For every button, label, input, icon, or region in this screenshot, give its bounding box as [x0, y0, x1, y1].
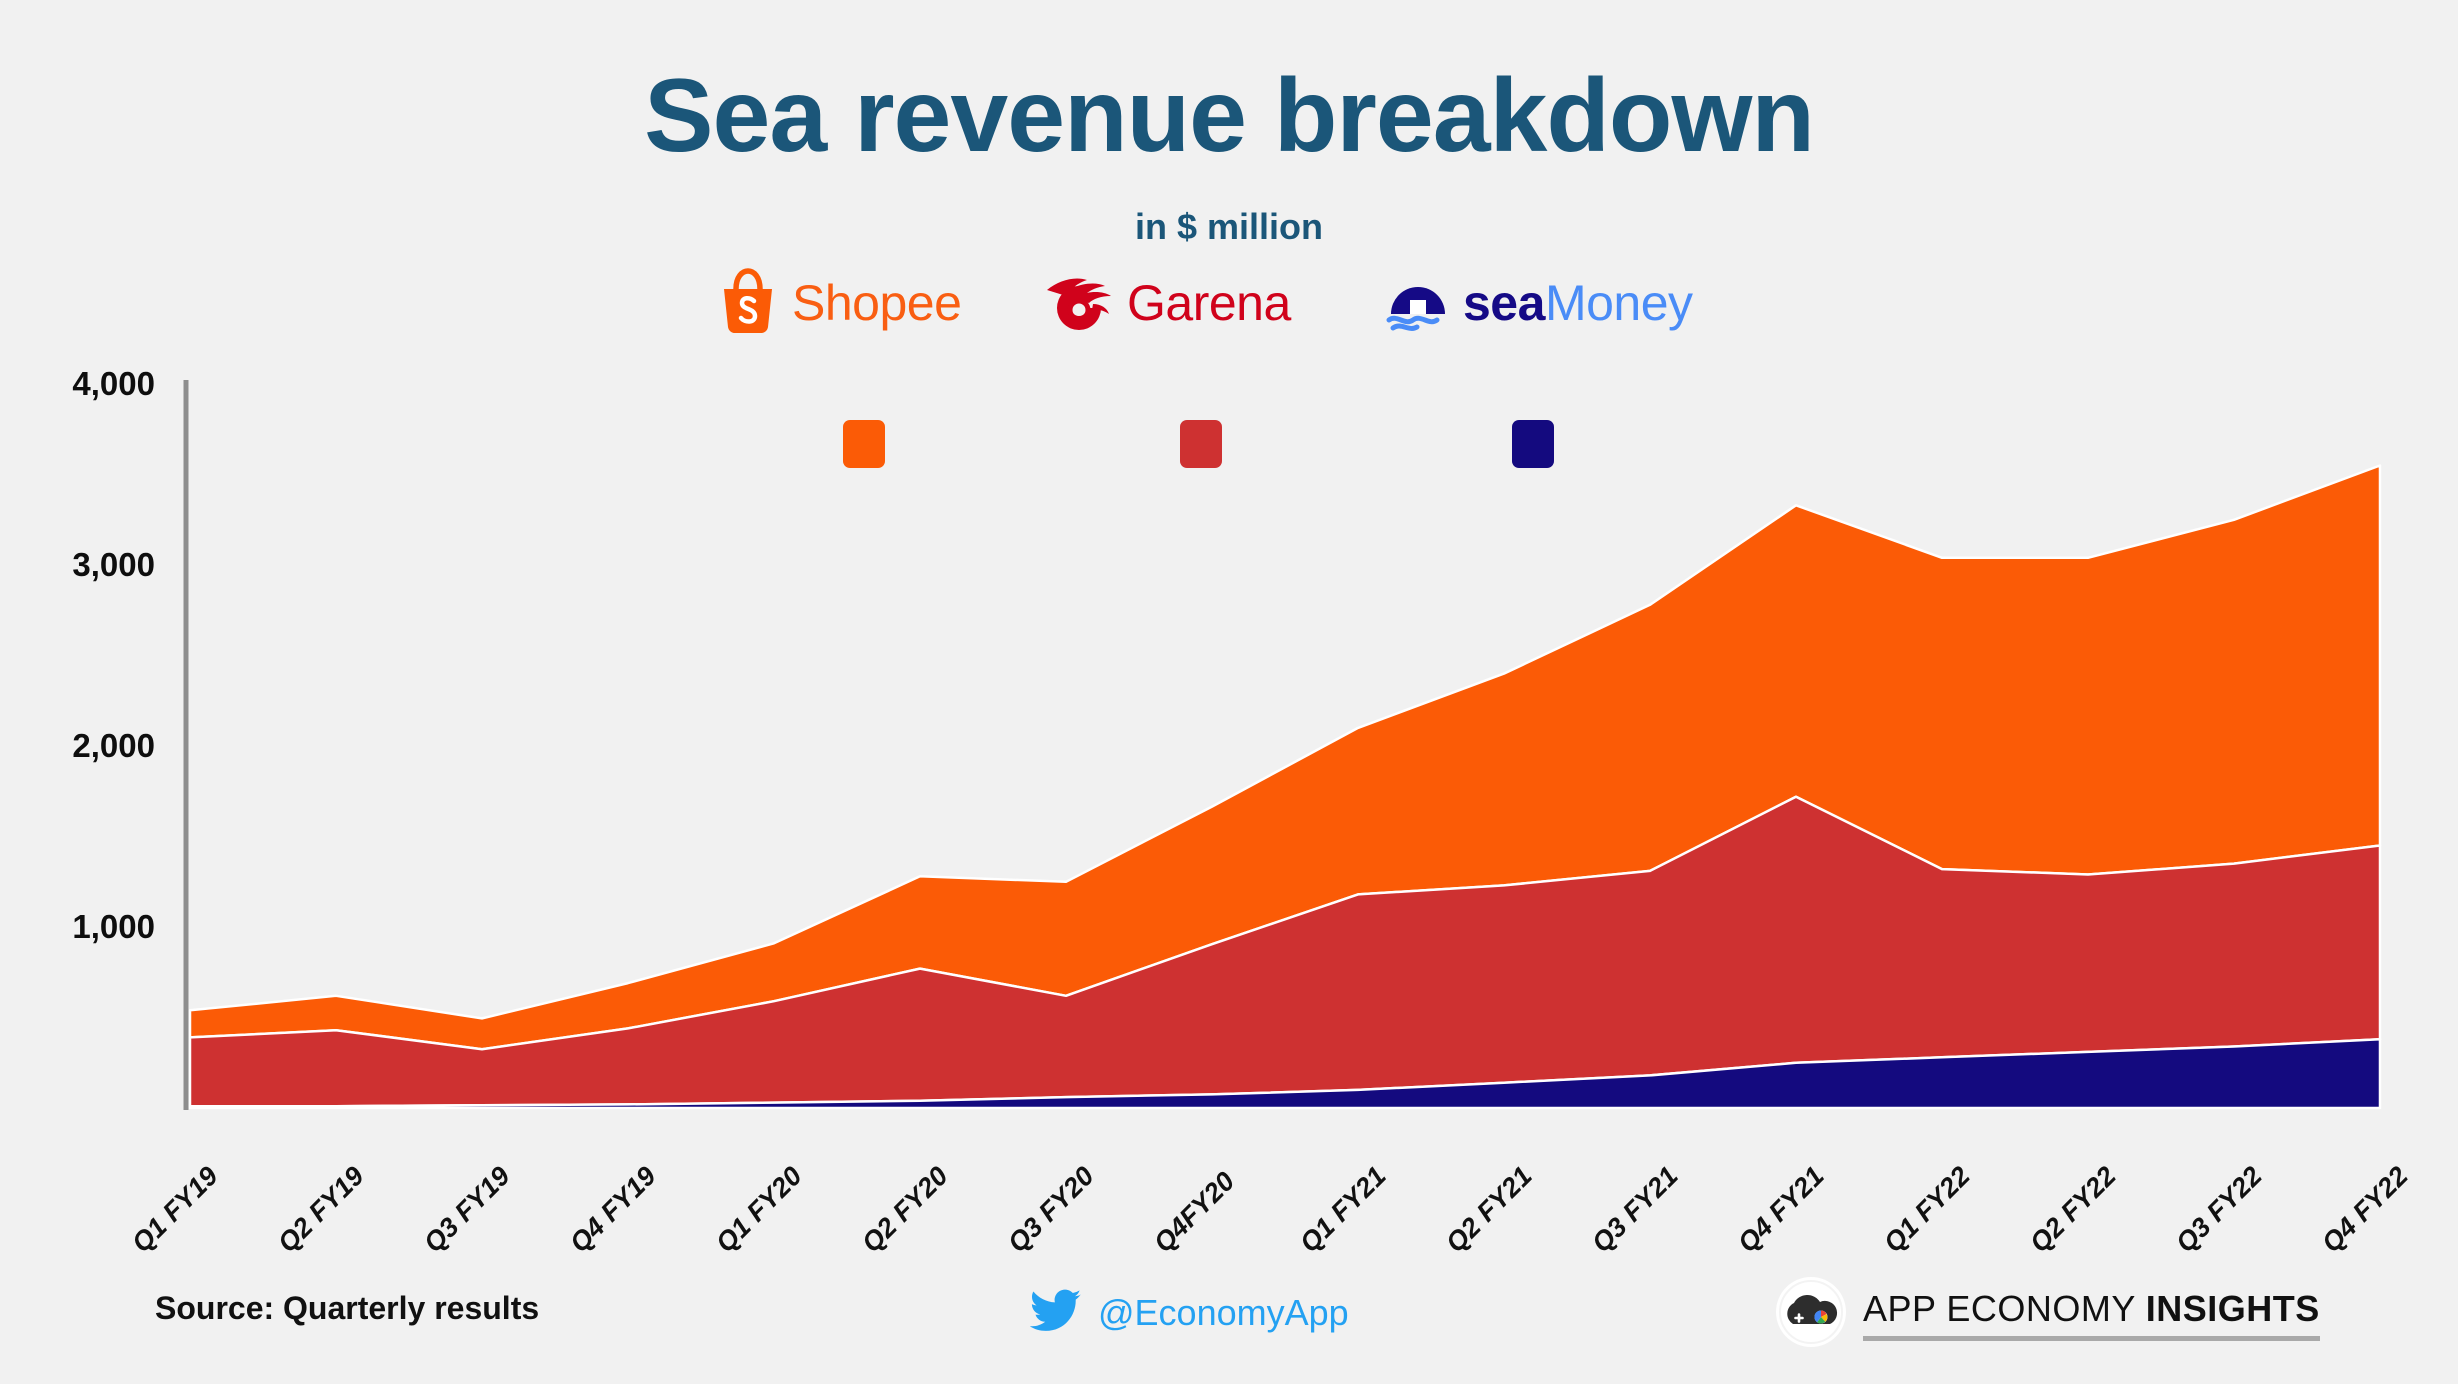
legend-label-money: Money: [1544, 275, 1693, 331]
legend-swatch-shopee: [843, 420, 885, 468]
twitter-bird-icon: [1029, 1288, 1082, 1337]
y-tick-label: 1,000: [72, 908, 155, 945]
twitter-handle: @EconomyApp: [1098, 1291, 1349, 1333]
seamoney-wave-icon: [1385, 270, 1451, 337]
brand-text-light: APP ECONOMY: [1863, 1288, 2146, 1329]
app-economy-cloud-icon: [1775, 1276, 1847, 1353]
y-tick-label: 4,000: [72, 365, 155, 402]
legend-logos: Shopee Garena: [0, 267, 2458, 364]
y-axis: 1,000 2,000 3,000 4,000: [0, 0, 155, 1379]
y-tick-label: 3,000: [72, 546, 155, 583]
legend-label-sea: sea: [1463, 275, 1545, 331]
legend-item-shopee[interactable]: Shopee: [716, 267, 962, 340]
page-subtitle: in $ million: [1134, 206, 1323, 247]
twitter-credit[interactable]: @EconomyApp: [1029, 1288, 1349, 1337]
brand-text: APP ECONOMY INSIGHTS: [1863, 1288, 2320, 1341]
garena-dragon-icon: [1043, 270, 1115, 337]
page-title: Sea revenue breakdown: [644, 58, 1815, 174]
shopee-bag-icon: [716, 267, 780, 340]
brand-logo: APP ECONOMY INSIGHTS: [1775, 1276, 2320, 1353]
brand-text-bold: INSIGHTS: [2145, 1288, 2320, 1329]
source-note: Source: Quarterly results: [155, 1290, 540, 1326]
area-series-seamoney: [188, 1037, 2382, 1110]
legend-label-garena: Garena: [1127, 275, 1291, 331]
legend-swatch-garena: [1180, 420, 1222, 468]
legend-item-garena[interactable]: Garena: [1043, 268, 1291, 338]
legend-label-seamoney: seaMoney: [1463, 278, 1693, 328]
legend-swatch-seamoney: [1512, 420, 1554, 468]
y-tick-label: 2,000: [72, 727, 155, 764]
legend-label-shopee: Shopee: [792, 275, 962, 331]
legend-item-seamoney[interactable]: seaMoney: [1385, 268, 1693, 338]
